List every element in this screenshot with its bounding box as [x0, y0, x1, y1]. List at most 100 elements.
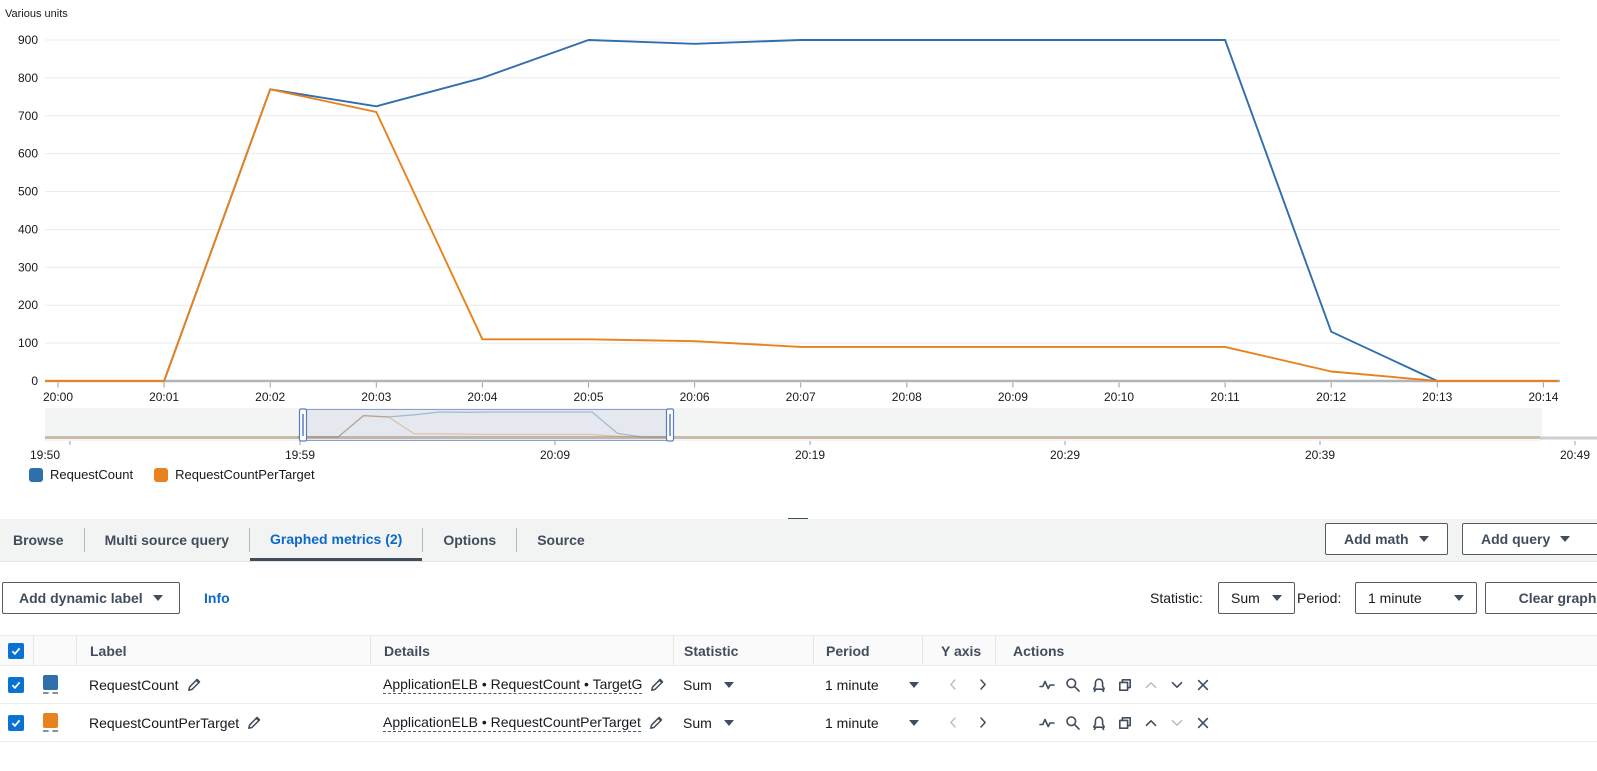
row-statistic-dropdown[interactable]: Sum [683, 715, 734, 731]
x-axis-tick-label: 20:14 [1528, 390, 1558, 404]
search-icon[interactable] [1065, 715, 1081, 731]
x-axis-tick-label: 20:07 [786, 390, 816, 404]
row-period-dropdown[interactable]: 1 minute [825, 715, 919, 731]
row-period-value: 1 minute [825, 714, 879, 731]
row-label: RequestCountPerTarget [89, 714, 240, 731]
period-value: 1 minute [1368, 590, 1422, 606]
tab-divider [516, 528, 518, 552]
clear-graph-button[interactable]: Clear graph [1485, 582, 1597, 614]
brush-handle-left[interactable] [298, 408, 308, 442]
tab-divider [422, 528, 424, 552]
duplicate-icon[interactable] [1117, 677, 1133, 693]
y-axis-right-icon[interactable] [975, 715, 990, 730]
x-axis-tick-label: 20:05 [573, 390, 603, 404]
row-period-value: 1 minute [825, 676, 879, 693]
edit-label-icon[interactable] [187, 677, 202, 692]
timeline-tick-label: 19:59 [285, 448, 315, 462]
timeline-tick-label: 19:50 [30, 448, 60, 462]
x-axis-tick-label: 20:08 [892, 390, 922, 404]
x-axis-tick-label: 20:03 [361, 390, 391, 404]
x-axis-tick-label: 20:04 [467, 390, 497, 404]
sparkline-icon[interactable] [1039, 715, 1055, 731]
add-math-button[interactable]: Add math [1325, 523, 1448, 555]
legend-swatch [29, 467, 43, 482]
y-axis-tick-label: 100 [18, 336, 38, 350]
legend-label: RequestCount [50, 467, 134, 482]
add-dynamic-label-text: Add dynamic label [19, 590, 143, 606]
add-dynamic-label-button[interactable]: Add dynamic label [2, 582, 180, 614]
info-link[interactable]: Info [204, 590, 230, 606]
timeline-tick-label: 20:09 [540, 448, 570, 462]
mini-series-line-RequestCount [297, 411, 669, 438]
alarm-icon[interactable] [1091, 677, 1107, 693]
y-axis-tick-label: 600 [18, 147, 38, 161]
tab-graphed-metrics-2[interactable]: Graphed metrics (2) [250, 519, 423, 561]
x-axis-tick-label: 20:06 [680, 390, 710, 404]
move-up-icon[interactable] [1143, 715, 1159, 731]
chevron-down-icon [1271, 595, 1282, 601]
y-axis-tick-label: 500 [18, 185, 38, 199]
color-swatch[interactable] [43, 713, 58, 732]
add-query-button[interactable]: Add query [1462, 523, 1597, 555]
row-period-dropdown[interactable]: 1 minute [825, 677, 919, 693]
tab-options[interactable]: Options [443, 532, 497, 548]
mini-series-line-RequestCountPerTarget [297, 414, 669, 438]
column-header-label: Label [90, 642, 127, 659]
tab-divider [83, 528, 85, 552]
legend-item-RequestCountPerTarget[interactable]: RequestCountPerTarget [154, 467, 315, 482]
row-statistic-dropdown[interactable]: Sum [683, 677, 734, 693]
statistic-label: Statistic: [1150, 590, 1203, 606]
row-checkbox[interactable] [8, 714, 24, 731]
edit-label-icon[interactable] [247, 715, 262, 730]
metric-row-RequestCountPerTarget: RequestCountPerTarget ApplicationELB • Re… [0, 704, 1597, 742]
chevron-down-icon [1560, 536, 1571, 542]
edit-details-icon[interactable] [649, 715, 664, 730]
statistic-value: Sum [1231, 590, 1260, 606]
move-down-icon[interactable] [1169, 677, 1185, 693]
legend-item-RequestCount[interactable]: RequestCount [29, 467, 133, 482]
select-all-checkbox[interactable] [8, 642, 24, 659]
search-icon[interactable] [1065, 677, 1081, 693]
y-axis-tick-label: 300 [18, 260, 38, 274]
metric-row-RequestCount: RequestCount ApplicationELB • RequestCoun… [0, 666, 1597, 704]
row-details[interactable]: ApplicationELB • RequestCountPerTarget [383, 713, 641, 732]
period-select[interactable]: 1 minute [1355, 582, 1477, 614]
y-axis-right-icon[interactable] [975, 677, 990, 692]
column-header-period: Period [826, 642, 870, 659]
tab-browse[interactable]: Browse [13, 532, 64, 548]
move-down-icon [1169, 715, 1185, 731]
remove-icon[interactable] [1195, 715, 1211, 731]
tab-multi-source-query[interactable]: Multi source query [104, 532, 230, 548]
timeline-brush-track[interactable] [45, 408, 1542, 441]
x-axis-tick-label: 20:10 [1104, 390, 1134, 404]
y-axis-tick-label: 900 [18, 33, 38, 47]
series-line-RequestCountPerTarget [45, 88, 1558, 382]
row-statistic-value: Sum [683, 676, 712, 693]
column-header-statistic: Statistic [684, 642, 739, 659]
edit-details-icon[interactable] [650, 677, 665, 692]
timeline-tick-label: 20:29 [1050, 448, 1080, 462]
brush-handle-right[interactable] [665, 408, 675, 442]
duplicate-icon[interactable] [1117, 715, 1133, 731]
y-axis-tick-label: 400 [18, 222, 38, 236]
period-label: Period: [1297, 590, 1342, 606]
add-query-label: Add query [1481, 531, 1551, 547]
timeline-tick-label: 20:19 [795, 448, 825, 462]
tab-source[interactable]: Source [537, 532, 585, 548]
y-axis-left-icon [946, 677, 961, 692]
y-axis-unit-label: Various units [5, 8, 68, 20]
remove-icon[interactable] [1195, 677, 1211, 693]
row-details[interactable]: ApplicationELB • RequestCount • TargetG [383, 675, 643, 694]
sparkline-icon[interactable] [1039, 677, 1055, 693]
row-checkbox[interactable] [8, 676, 24, 693]
row-statistic-value: Sum [683, 714, 712, 731]
timeline-tick-label: 20:39 [1305, 448, 1335, 462]
chevron-down-icon [1454, 595, 1464, 601]
alarm-icon[interactable] [1091, 715, 1107, 731]
statistic-select[interactable]: Sum [1218, 582, 1295, 614]
color-swatch[interactable] [43, 675, 58, 694]
chart-plot-area[interactable] [45, 20, 1560, 381]
brush-selection[interactable] [302, 409, 671, 441]
chevron-down-icon [152, 595, 163, 601]
